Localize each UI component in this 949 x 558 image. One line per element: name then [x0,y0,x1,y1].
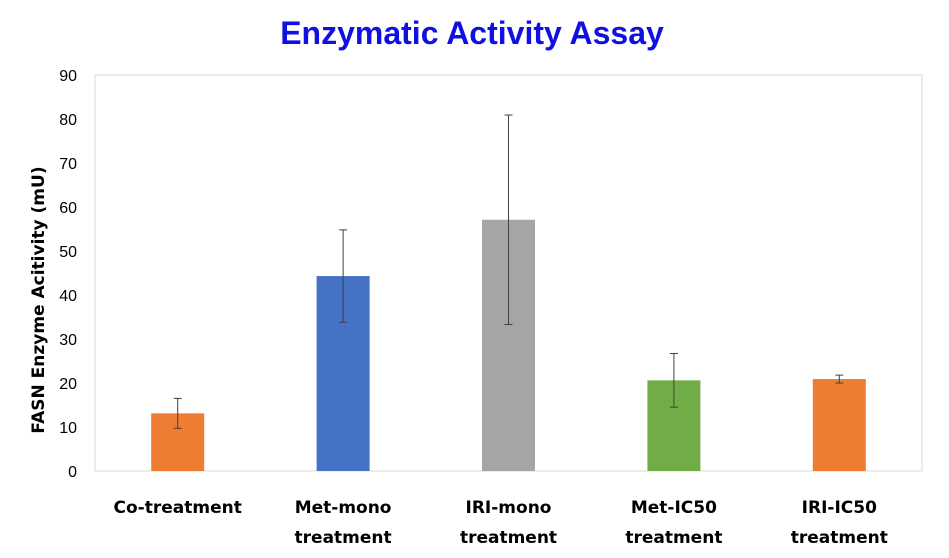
x-axis: Co-treatment Met-mono treatment IRI-mono tre… [95,470,922,548]
x-tick-label-line: treatment [295,528,392,548]
y-tick-label: 30 [59,332,77,349]
x-tick-label-line: Co-treatment [114,498,242,518]
x-tick-label-line: treatment [791,528,888,548]
x-tick-label: Co-treatment [114,498,242,518]
y-tick-label: 0 [68,464,77,481]
x-tick-label-line: IRI-mono [466,498,552,518]
x-tick-label-line: treatment [625,528,722,548]
x-tick-label-line: treatment [460,528,557,548]
y-axis-label: FASN Enzyme Acitivity (mU) [29,166,49,433]
bar [812,379,866,471]
error-bar [835,374,844,384]
x-tick-label: IRI-IC50 treatment [791,498,888,548]
x-tick-label: IRI-mono treatment [460,498,557,548]
y-tick-label: 50 [59,244,77,261]
y-tick-label: 80 [59,112,77,129]
y-tick-label: 10 [59,420,77,437]
x-tick-label-line: IRI-IC50 [802,498,877,518]
x-tick-label-line: Met-mono [295,498,392,518]
x-tick-label: Met-mono treatment [295,498,392,548]
error-bar [339,229,348,323]
y-tick-label: 90 [59,68,77,85]
y-axis: 0 10 20 30 40 50 60 70 80 90 [59,68,77,481]
y-tick-label: 20 [59,376,77,393]
y-tick-label: 40 [59,288,77,305]
error-bar [504,114,513,325]
y-tick-label: 60 [59,200,77,217]
error-bar [173,397,182,429]
x-tick-label: Met-IC50 treatment [625,498,722,548]
chart-title: Enzymatic Activity Assay [280,15,664,51]
error-bars [173,114,844,429]
x-tick-label-line: Met-IC50 [631,498,717,518]
error-bar [669,353,678,408]
y-tick-label: 70 [59,156,77,173]
